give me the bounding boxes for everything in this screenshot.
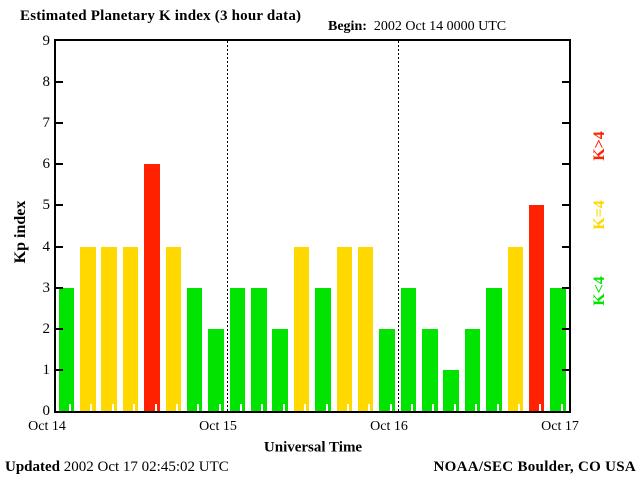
- y-axis-tick: [56, 328, 63, 330]
- y-axis-tick: [562, 369, 569, 371]
- begin-timestamp: Begin: 2002 Oct 14 0000 UTC: [328, 19, 506, 35]
- x-axis-tick: [368, 404, 371, 411]
- y-tick-label: 7: [42, 115, 51, 131]
- kp-bar: [464, 328, 481, 411]
- kp-bar: [208, 328, 224, 411]
- kp-bar: [507, 246, 524, 411]
- kp-bar: [357, 246, 374, 411]
- x-tick-label: Oct 14: [28, 419, 66, 434]
- kp-bar: [379, 328, 395, 411]
- x-axis-tick: [304, 404, 307, 411]
- begin-spacer: [367, 19, 374, 34]
- begin-label: Begin:: [328, 19, 367, 34]
- kp-bar: [486, 287, 502, 411]
- x-axis-tick: [411, 404, 413, 411]
- kp-bar: [272, 328, 288, 411]
- x-axis-tick: [111, 404, 114, 411]
- x-axis-tick: [69, 404, 71, 411]
- kp-bar: [422, 328, 438, 411]
- kp-bar: [443, 369, 459, 411]
- x-axis-tick: [389, 404, 392, 411]
- y-axis-tick: [562, 204, 569, 206]
- y-axis-tick: [562, 122, 569, 124]
- x-axis-tick: [154, 404, 157, 411]
- legend-item-red: K>4: [591, 131, 608, 161]
- updated-timestamp: Updated 2002 Oct 17 02:45:02 UTC: [5, 459, 229, 476]
- x-axis-title: Universal Time: [263, 439, 363, 456]
- x-axis-tick: [240, 404, 242, 411]
- chart-title: Estimated Planetary K index (3 hour data…: [20, 8, 302, 24]
- x-axis-tick: [133, 404, 136, 411]
- kp-bar: [101, 246, 117, 411]
- x-axis-tick: [539, 404, 542, 411]
- kp-bar: [122, 246, 139, 411]
- y-axis-tick: [562, 81, 569, 83]
- y-axis-tick: [56, 369, 63, 371]
- x-axis-tick: [325, 404, 328, 411]
- y-axis-tick: [56, 163, 63, 165]
- x-tick-label: Oct 16: [370, 419, 408, 434]
- x-axis-tick: [90, 404, 93, 411]
- x-axis-tick: [453, 404, 456, 411]
- day-separator-line: [227, 41, 228, 411]
- kp-bar: [336, 246, 353, 411]
- legend-item-green: K<4: [591, 276, 608, 306]
- kp-bar: [229, 287, 246, 411]
- kp-bar: [186, 287, 203, 411]
- x-axis-tick: [560, 404, 563, 411]
- kp-bar: [144, 164, 160, 411]
- y-tick-label: 3: [42, 280, 51, 296]
- x-axis-tick: [346, 404, 349, 411]
- begin-value: 2002 Oct 14 0000 UTC: [373, 19, 507, 34]
- y-tick-label: 9: [42, 33, 51, 49]
- source-attribution: NOAA/SEC Boulder, CO USA: [433, 459, 636, 475]
- x-tick-label: Oct 17: [541, 419, 579, 434]
- x-axis-tick: [475, 404, 478, 411]
- kp-bar: [550, 287, 566, 411]
- x-axis-tick: [282, 404, 285, 411]
- x-axis-tick: [261, 404, 264, 411]
- day-separator-line: [398, 41, 399, 411]
- plot-area: [54, 39, 571, 413]
- x-axis-tick: [197, 404, 200, 411]
- y-tick-label: 5: [42, 197, 51, 213]
- y-axis-tick: [562, 246, 569, 248]
- kp-bar: [315, 287, 331, 411]
- x-axis-tick: [175, 404, 178, 411]
- kp-bar: [58, 287, 75, 411]
- kp-bar: [251, 287, 267, 411]
- y-axis-tick: [562, 328, 569, 330]
- y-tick-label: 8: [42, 74, 51, 90]
- kp-bar: [400, 287, 417, 411]
- x-axis-tick: [496, 404, 499, 411]
- kp-bar: [528, 205, 545, 411]
- x-axis-tick: [432, 404, 435, 411]
- y-axis-tick: [56, 122, 63, 124]
- kp-bar: [80, 246, 96, 411]
- y-tick-label: 4: [42, 239, 51, 255]
- y-axis-tick: [56, 246, 63, 248]
- y-axis-tick: [56, 287, 63, 289]
- y-axis-tick: [562, 163, 569, 165]
- y-axis-tick: [56, 204, 63, 206]
- updated-value: 2002 Oct 17 02:45:02 UTC: [63, 459, 229, 475]
- x-tick-label: Oct 15: [199, 419, 237, 434]
- y-axis-tick: [56, 81, 63, 83]
- kp-bar: [165, 246, 182, 411]
- y-tick-label: 1: [42, 362, 51, 378]
- kp-bar: [293, 246, 310, 411]
- updated-label: Updated: [5, 459, 61, 475]
- y-axis-tick: [562, 287, 569, 289]
- x-axis-tick: [218, 404, 221, 411]
- x-axis-tick: [517, 404, 520, 411]
- y-tick-label: 6: [42, 156, 51, 172]
- legend-item-yellow: K=4: [591, 200, 608, 230]
- y-tick-label: 0: [42, 403, 51, 419]
- y-tick-label: 2: [42, 321, 51, 337]
